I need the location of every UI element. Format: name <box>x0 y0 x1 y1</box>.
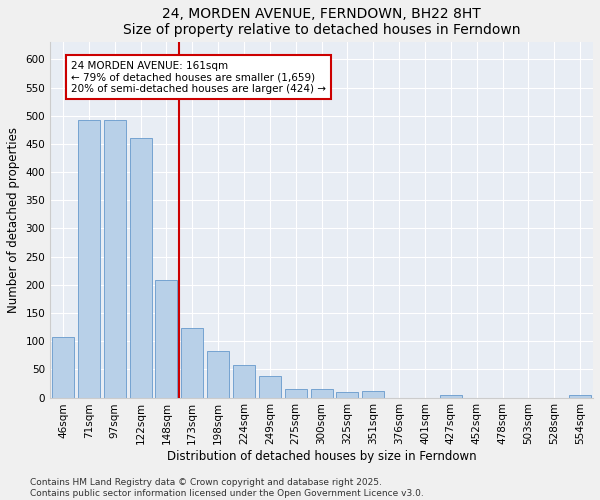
Y-axis label: Number of detached properties: Number of detached properties <box>7 127 20 313</box>
Bar <box>311 389 332 398</box>
Bar <box>155 280 178 398</box>
Text: Contains HM Land Registry data © Crown copyright and database right 2025.
Contai: Contains HM Land Registry data © Crown c… <box>30 478 424 498</box>
Bar <box>181 328 203 398</box>
Bar <box>440 394 462 398</box>
Bar <box>569 396 591 398</box>
Bar <box>362 391 384 398</box>
Bar <box>78 120 100 398</box>
X-axis label: Distribution of detached houses by size in Ferndown: Distribution of detached houses by size … <box>167 450 476 463</box>
Bar <box>233 366 255 398</box>
Bar <box>130 138 152 398</box>
Bar <box>259 376 281 398</box>
Text: 24 MORDEN AVENUE: 161sqm
← 79% of detached houses are smaller (1,659)
20% of sem: 24 MORDEN AVENUE: 161sqm ← 79% of detach… <box>71 60 326 94</box>
Title: 24, MORDEN AVENUE, FERNDOWN, BH22 8HT
Size of property relative to detached hous: 24, MORDEN AVENUE, FERNDOWN, BH22 8HT Si… <box>123 7 520 37</box>
Bar <box>285 389 307 398</box>
Bar <box>207 350 229 398</box>
Bar <box>52 337 74 398</box>
Bar <box>337 392 358 398</box>
Bar <box>104 120 126 398</box>
